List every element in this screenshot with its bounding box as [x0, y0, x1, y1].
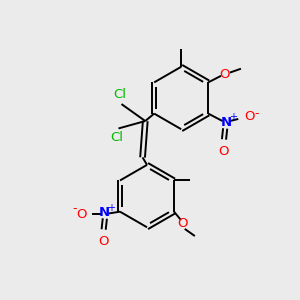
Text: +: +	[229, 112, 237, 122]
Text: O: O	[98, 235, 109, 248]
Text: Cl: Cl	[113, 88, 127, 101]
Text: -: -	[254, 107, 259, 120]
Text: O: O	[219, 145, 229, 158]
Text: O: O	[177, 217, 188, 230]
Text: Cl: Cl	[110, 131, 124, 144]
Text: N: N	[98, 206, 110, 219]
Text: O: O	[76, 208, 86, 220]
Text: -: -	[72, 202, 77, 215]
Text: +: +	[107, 202, 115, 212]
Text: O: O	[219, 68, 230, 81]
Text: O: O	[244, 110, 255, 123]
Text: N: N	[221, 116, 232, 129]
